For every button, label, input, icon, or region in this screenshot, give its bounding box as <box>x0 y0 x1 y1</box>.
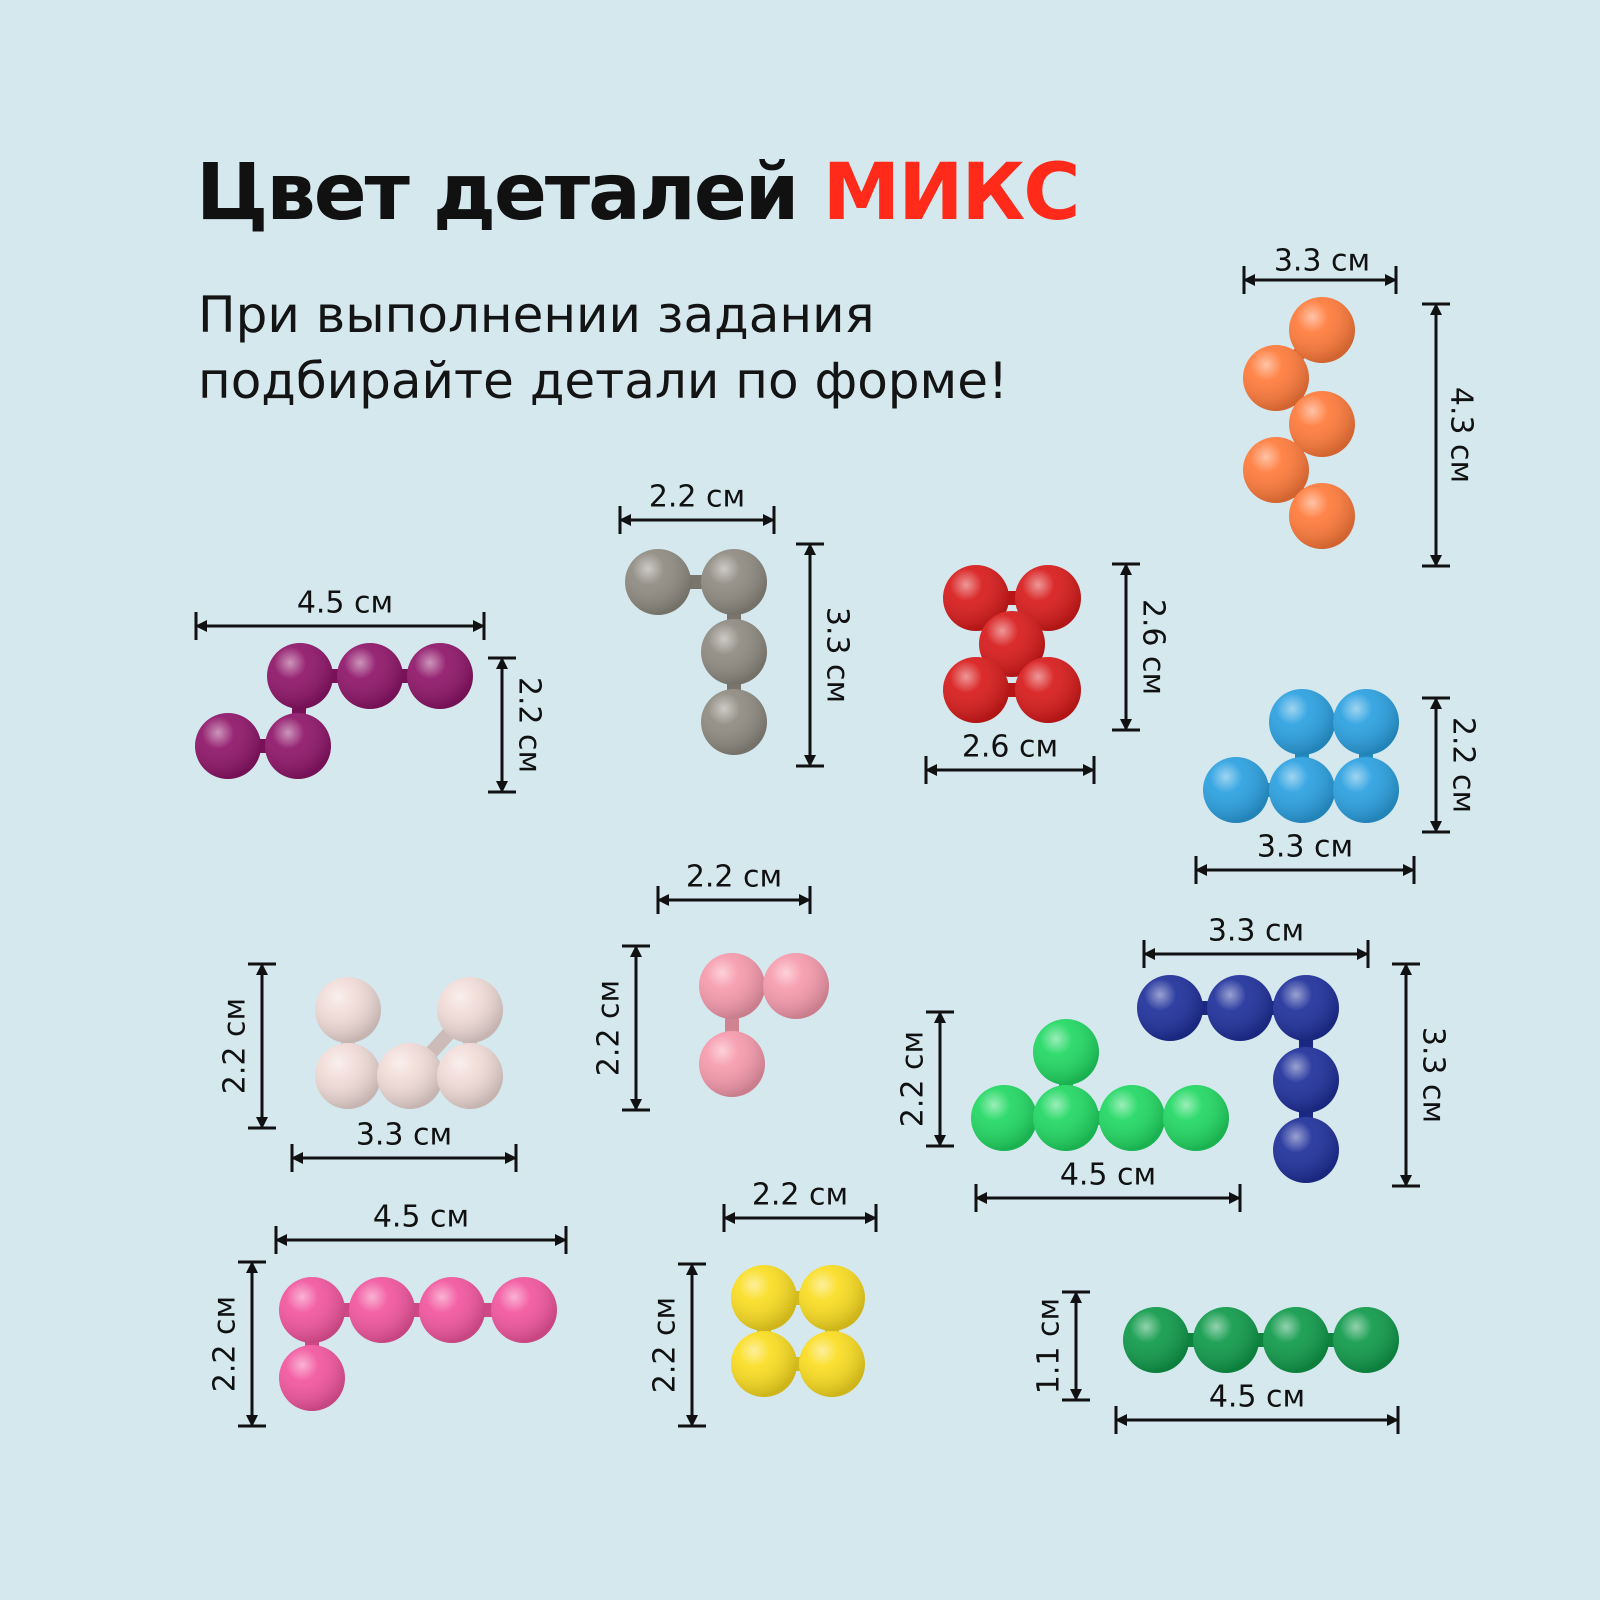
height-label: 2.2 см <box>218 998 253 1094</box>
piece-ball-shine <box>437 977 503 1043</box>
piece-ball-shine <box>279 1345 345 1411</box>
piece-ball-shine <box>267 643 333 709</box>
piece-ball-shine <box>1015 657 1081 723</box>
width-label: 2.2 см <box>686 860 782 895</box>
piece-ball-shine <box>701 619 767 685</box>
title-main: Цвет деталей <box>196 148 799 238</box>
height-label: 3.3 см <box>1416 1027 1451 1123</box>
width-label: 4.5 см <box>1060 1158 1156 1193</box>
piece-ball-shine <box>1333 757 1399 823</box>
piece-ball-shine <box>1033 1085 1099 1151</box>
width-label: 3.3 см <box>356 1118 452 1153</box>
piece-ball-shine <box>699 1031 765 1097</box>
piece-lime-green: 4.5 см 2.2 см <box>896 1010 1242 1212</box>
width-label: 3.3 см <box>1208 914 1304 949</box>
piece-ball-shine <box>1193 1307 1259 1373</box>
piece-ball-shine <box>1333 1307 1399 1373</box>
piece-ball-shine <box>437 1043 503 1109</box>
piece-red: 2.6 см 2.6 см <box>924 562 1171 784</box>
piece-purple: 4.5 см 2.2 см <box>194 586 547 794</box>
height-label: 2.6 см <box>1136 599 1171 695</box>
piece-ball-shine <box>315 977 381 1043</box>
piece-ball-shine <box>701 689 767 755</box>
subtitle-line-1: При выполнении задания <box>198 286 875 344</box>
piece-yellow: 2.2 см 2.2 см <box>648 1178 878 1428</box>
piece-ball-shine <box>731 1331 797 1397</box>
piece-ball-shine <box>1289 297 1355 363</box>
piece-ball-shine <box>315 1043 381 1109</box>
height-label: 2.2 см <box>1446 717 1481 813</box>
height-label: 2.2 см <box>512 677 547 773</box>
piece-navy: 3.3 см 3.3 см <box>1137 914 1451 1188</box>
piece-ball-shine <box>979 611 1045 677</box>
piece-ball-shine <box>1269 689 1335 755</box>
page-title: Цвет деталей МИКС <box>196 148 1081 238</box>
height-label: 2.2 см <box>208 1296 243 1392</box>
piece-ball-shine <box>349 1277 415 1343</box>
piece-ball-shine <box>1137 975 1203 1041</box>
piece-ball-shine <box>1015 565 1081 631</box>
piece-ball-shine <box>337 643 403 709</box>
piece-dark-green: 4.5 см 1.1 см <box>1032 1290 1400 1434</box>
piece-ball-shine <box>279 1277 345 1343</box>
piece-ball-shine <box>625 549 691 615</box>
width-label: 2.2 см <box>649 480 745 515</box>
width-label: 3.3 см <box>1274 244 1370 279</box>
height-label: 2.2 см <box>648 1297 683 1393</box>
piece-light-pink: 3.3 см 2.2 см <box>218 962 518 1172</box>
piece-ball-shine <box>1333 689 1399 755</box>
height-label: 3.3 см <box>820 607 855 703</box>
height-label: 1.1 см <box>1032 1298 1067 1394</box>
piece-gray: 2.2 см 3.3 см <box>618 480 855 768</box>
piece-ball-shine <box>943 565 1009 631</box>
piece-ball-shine <box>971 1085 1037 1151</box>
piece-orange: 3.3 см 4.3 см <box>1242 244 1479 568</box>
width-label: 4.5 см <box>373 1200 469 1235</box>
subtitle-line-2: подбирайте детали по форме! <box>198 352 1009 410</box>
width-label: 3.3 см <box>1257 830 1353 865</box>
piece-ball-shine <box>1243 345 1309 411</box>
piece-ball-shine <box>731 1265 797 1331</box>
piece-ball-shine <box>1123 1307 1189 1373</box>
piece-ball-shine <box>799 1265 865 1331</box>
piece-ball-shine <box>1033 1019 1099 1085</box>
piece-ball-shine <box>377 1043 443 1109</box>
piece-pink: 2.2 см 2.2 см <box>592 860 829 1112</box>
piece-ball-shine <box>1273 1117 1339 1183</box>
width-label: 2.6 см <box>962 730 1058 765</box>
height-label: 4.3 см <box>1444 387 1479 483</box>
width-label: 4.5 см <box>297 586 393 621</box>
piece-ball-shine <box>419 1277 485 1343</box>
piece-light-blue: 3.3 см 2.2 см <box>1194 689 1481 884</box>
piece-ball-shine <box>407 643 473 709</box>
piece-ball-shine <box>1269 757 1335 823</box>
piece-ball-shine <box>1163 1085 1229 1151</box>
piece-magenta: 4.5 см 2.2 см <box>208 1200 568 1428</box>
piece-ball-shine <box>195 713 261 779</box>
piece-ball-shine <box>701 549 767 615</box>
piece-ball-shine <box>699 953 765 1019</box>
piece-ball-shine <box>1207 975 1273 1041</box>
height-label: 2.2 см <box>896 1031 931 1127</box>
title-accent: МИКС <box>822 148 1081 238</box>
piece-ball-shine <box>1289 483 1355 549</box>
piece-ball-shine <box>943 657 1009 723</box>
piece-ball-shine <box>491 1277 557 1343</box>
piece-ball-shine <box>1263 1307 1329 1373</box>
piece-ball-shine <box>1273 1047 1339 1113</box>
height-label: 2.2 см <box>592 980 627 1076</box>
piece-ball-shine <box>1273 975 1339 1041</box>
piece-ball-shine <box>799 1331 865 1397</box>
piece-ball-shine <box>1289 391 1355 457</box>
width-label: 2.2 см <box>752 1178 848 1213</box>
width-label: 4.5 см <box>1209 1380 1305 1415</box>
piece-ball-shine <box>1099 1085 1165 1151</box>
page-subtitle: При выполнении задания подбирайте детали… <box>198 282 1008 414</box>
piece-ball-shine <box>265 713 331 779</box>
piece-ball-shine <box>763 953 829 1019</box>
piece-ball-shine <box>1243 437 1309 503</box>
piece-ball-shine <box>1203 757 1269 823</box>
